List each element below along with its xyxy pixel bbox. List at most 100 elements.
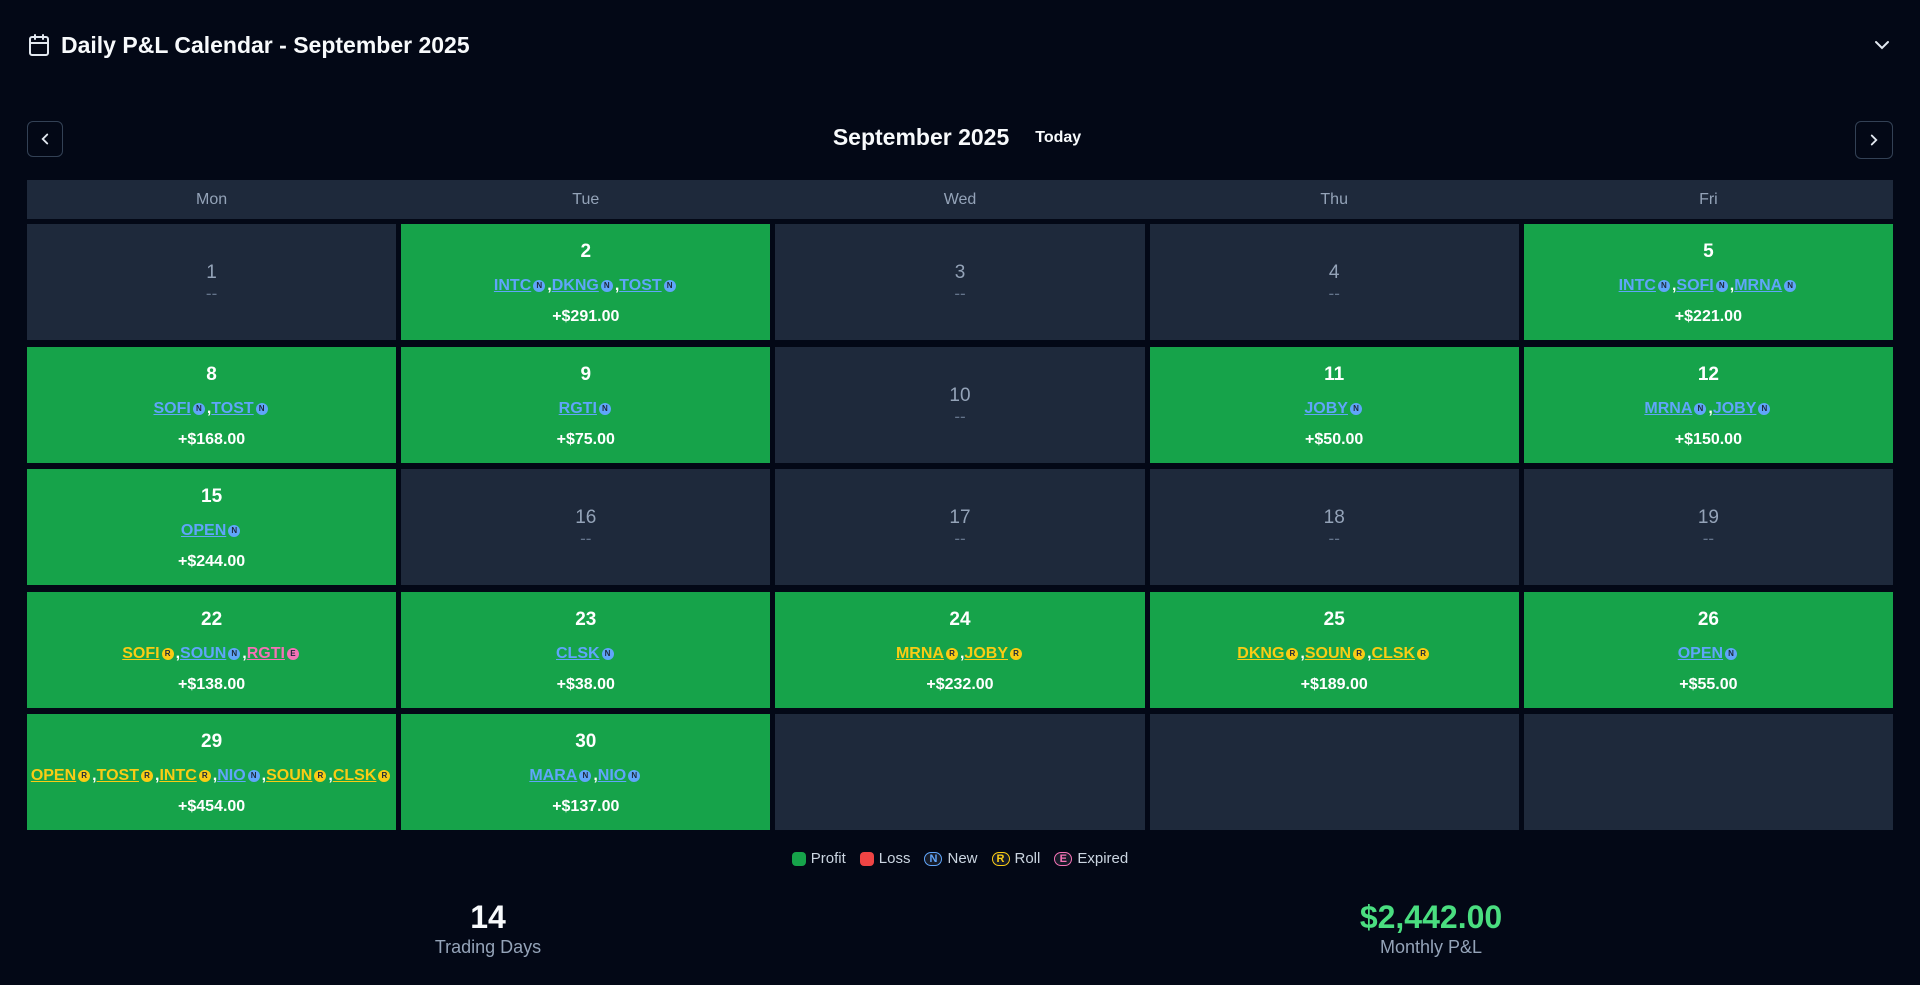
day-cell[interactable]: 30 MARA N, NIO N +$137.00 [401, 714, 771, 830]
ticker-link[interactable]: OPEN [180, 522, 227, 539]
day-cell[interactable]: 9 RGTI N +$75.00 [401, 346, 771, 463]
ticker-link[interactable]: OPEN [1677, 644, 1724, 662]
day-pnl: +$168.00 [178, 430, 246, 448]
day-pnl: +$244.00 [178, 553, 246, 570]
next-month-button[interactable] [1855, 121, 1893, 159]
ticker-link[interactable]: INTC [159, 767, 197, 784]
blank-cell [1149, 714, 1519, 830]
ticker-link[interactable]: INTC [493, 277, 532, 294]
ticker-separator: , [614, 277, 620, 294]
day-cell[interactable]: 22 SOFI R, SOUN N, RGTI E +$138.00 [27, 591, 397, 708]
day-pnl: -- [1328, 284, 1340, 303]
legend-swatch [791, 851, 806, 866]
day-number: 17 [949, 507, 971, 528]
ticker-link[interactable]: NIO [217, 767, 246, 784]
ticker-list: RGTI N [401, 399, 770, 419]
ticker-link[interactable]: MRNA [1734, 277, 1783, 294]
ticker-link[interactable]: TOST [211, 399, 254, 417]
page-title: Daily P&L Calendar - September 2025 [61, 32, 470, 58]
ticker-link[interactable]: RGTI [246, 644, 285, 662]
day-number: 5 [1703, 241, 1714, 262]
ticker-link[interactable]: MARA [529, 767, 578, 784]
ticker-link[interactable]: DKNG [551, 277, 599, 294]
ticker-badge: R [1417, 647, 1430, 660]
ticker-link[interactable]: SOUN [180, 644, 227, 662]
today-button[interactable]: Today [1035, 128, 1082, 146]
day-cell[interactable]: 26 OPEN N +$55.00 [1523, 591, 1893, 708]
legend-label: Expired [1077, 850, 1129, 867]
day-pnl: -- [1328, 529, 1340, 548]
ticker-list: OPEN N [27, 521, 396, 541]
day-number: 23 [575, 608, 597, 630]
day-cell[interactable]: 2 INTC N, DKNG N, TOST N +$291.00 [401, 224, 771, 340]
ticker-badge: N [228, 647, 241, 660]
legend-badge: N [924, 851, 943, 866]
day-cell[interactable]: 25 DKNG R, SOUN R, CLSK R +$189.00 [1149, 591, 1519, 708]
day-cell[interactable]: 23 CLSK N +$38.00 [401, 591, 771, 708]
ticker-link[interactable]: JOBY [1712, 399, 1757, 417]
ticker-link[interactable]: SOFI [122, 644, 160, 662]
day-cell[interactable]: 24 MRNA R, JOBY R +$232.00 [775, 591, 1145, 708]
ticker-badge: R [945, 647, 958, 660]
legend-item: N New [924, 850, 978, 867]
ticker-link[interactable]: CLSK [556, 644, 600, 662]
day-number: 12 [1697, 363, 1719, 385]
ticker-link[interactable]: TOST [96, 767, 139, 784]
ticker-link[interactable]: CLSK [1371, 644, 1416, 662]
ticker-link[interactable]: INTC [1618, 277, 1656, 294]
legend-item: Loss [859, 850, 910, 867]
ticker-separator: , [547, 277, 552, 294]
ticker-separator: , [175, 644, 181, 662]
ticker-link[interactable]: NIO [597, 767, 627, 784]
day-pnl: +$291.00 [552, 308, 620, 325]
day-cell[interactable]: 15 OPEN N +$244.00 [27, 469, 397, 585]
day-number: 2 [580, 241, 592, 262]
ticker-link[interactable]: SOFI [153, 399, 191, 417]
ticker-link[interactable]: RGTI [558, 399, 597, 417]
ticker-badge: N [255, 402, 268, 415]
ticker-link[interactable]: JOBY [1304, 399, 1348, 417]
stat-label: Monthly P&L [1379, 937, 1483, 957]
stat-value: 14 [470, 899, 506, 935]
ticker-link[interactable]: TOST [619, 277, 662, 294]
ticker-link[interactable]: CLSK [332, 767, 377, 784]
ticker-link[interactable]: SOUN [1304, 644, 1352, 662]
ticker-list: SOFI R, SOUN N, RGTI E [27, 644, 396, 664]
stat-trading-days: 14 Trading Days [288, 899, 688, 959]
ticker-link[interactable]: DKNG [1237, 644, 1285, 662]
legend-item: R Roll [991, 850, 1040, 867]
ticker-link[interactable]: MRNA [895, 644, 944, 662]
day-number: 8 [206, 363, 217, 385]
collapse-toggle[interactable] [1870, 33, 1894, 57]
ticker-link[interactable]: JOBY [964, 644, 1008, 662]
day-number: 29 [201, 731, 223, 752]
day-cell: 4 -- [1149, 224, 1519, 340]
day-cell[interactable]: 5 INTC N, SOFI N, MRNA N +$221.00 [1523, 224, 1893, 340]
day-pnl: +$75.00 [556, 430, 615, 448]
weekday-label: Tue [572, 190, 600, 208]
stat-value: $2,442.00 [1359, 899, 1503, 935]
day-cell[interactable]: 8 SOFI N, TOST N +$168.00 [27, 346, 397, 463]
ticker-badge: N [600, 280, 613, 292]
ticker-link[interactable]: SOUN [266, 767, 313, 784]
ticker-separator: , [212, 767, 218, 784]
prev-month-button[interactable] [27, 121, 63, 157]
day-cell[interactable]: 29 OPEN R, TOST R, INTC R, NIO N, SOUN R, CLSK R +$45… [27, 714, 397, 830]
day-pnl: +$454.00 [178, 798, 246, 815]
ticker-badge: N [1349, 402, 1362, 415]
day-cell[interactable]: 11 JOBY N +$50.00 [1149, 346, 1519, 463]
ticker-list: OPEN R, TOST R, INTC R, NIO N, SOUN R, CLSK R [27, 766, 396, 786]
ticker-badge: R [314, 770, 327, 782]
ticker-badge: R [161, 647, 174, 660]
ticker-link[interactable]: OPEN [30, 767, 77, 784]
ticker-link[interactable]: MRNA [1644, 399, 1693, 417]
day-cell: 10 -- [775, 346, 1145, 463]
day-cell[interactable]: 12 MRNA N, JOBY N +$150.00 [1523, 346, 1893, 463]
ticker-link[interactable]: SOFI [1676, 277, 1714, 294]
ticker-badge: N [192, 402, 205, 415]
day-pnl: +$232.00 [926, 675, 994, 693]
day-cell: 17 -- [775, 469, 1145, 585]
legend-item: Profit [791, 850, 846, 867]
